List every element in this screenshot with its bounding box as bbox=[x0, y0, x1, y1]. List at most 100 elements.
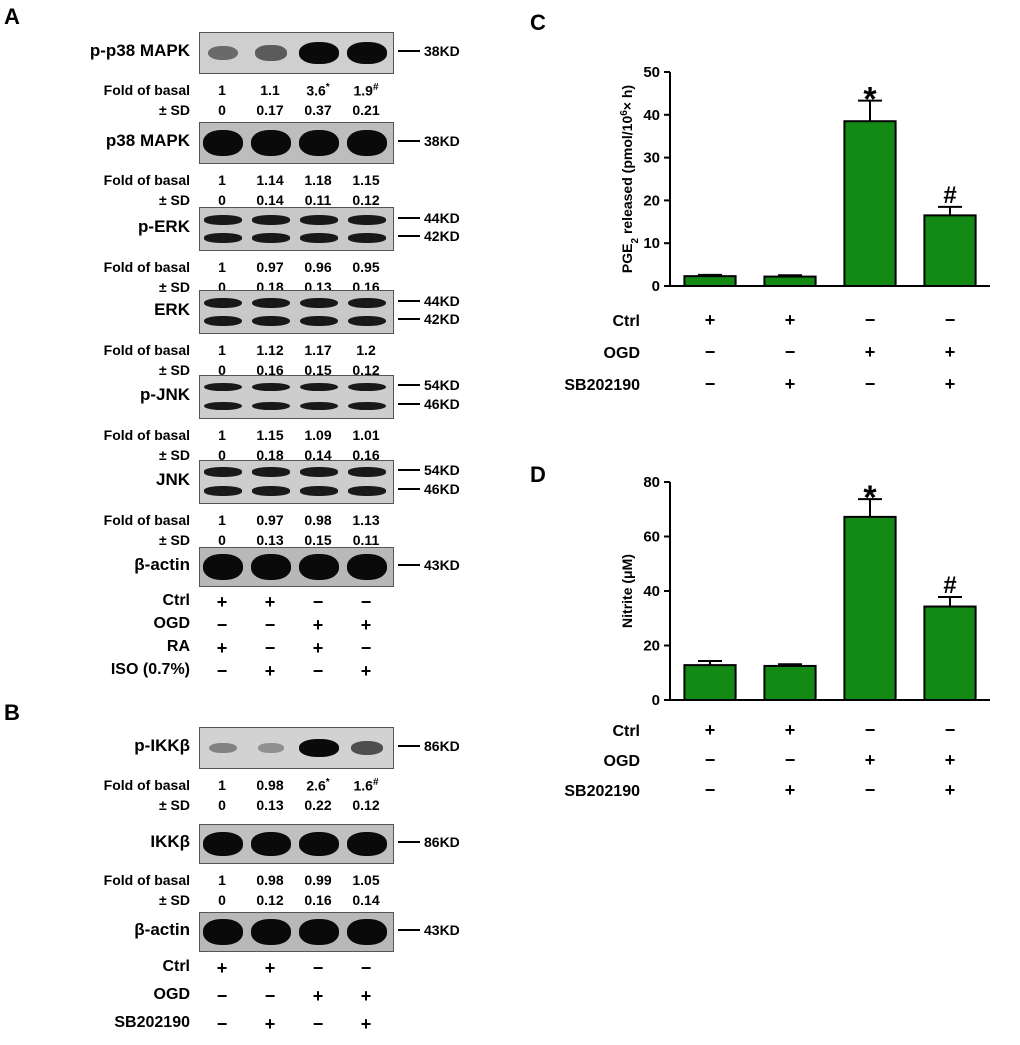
significance-annotation: * bbox=[863, 479, 877, 517]
sd-value: 0.22 bbox=[304, 797, 332, 813]
sd-row: ± SD 0 0.17 0.37 0.21 bbox=[0, 102, 420, 122]
condition-symbol: + bbox=[785, 720, 796, 740]
condition-symbol: + bbox=[945, 374, 956, 394]
condition-symbol: + bbox=[945, 780, 956, 800]
condition-symbol: − bbox=[312, 1014, 324, 1034]
molecular-weight-marker: 54KD bbox=[398, 462, 460, 478]
condition-symbol: + bbox=[360, 661, 372, 681]
significance-annotation: # bbox=[943, 572, 956, 599]
condition-label: SB202190 bbox=[564, 377, 640, 394]
fold-of-basal-row: Fold of basal 1 1.1 3.6* 1.9# bbox=[0, 82, 420, 102]
y-tick-label: 10 bbox=[643, 235, 660, 252]
protein-band bbox=[251, 919, 291, 945]
condition-symbol: + bbox=[216, 638, 228, 658]
protein-band bbox=[203, 233, 243, 243]
sd-value: 0.12 bbox=[352, 797, 380, 813]
condition-symbol: + bbox=[705, 720, 716, 740]
molecular-weight-marker: 44KD bbox=[398, 210, 460, 226]
fold-of-basal-row: Fold of basal 1 0.97 0.98 1.13 bbox=[0, 512, 420, 532]
fold-of-basal-row: Fold of basal 1 1.12 1.17 1.2 bbox=[0, 342, 420, 362]
protein-band bbox=[299, 739, 339, 757]
bar bbox=[843, 120, 897, 287]
condition-symbol: − bbox=[865, 374, 876, 394]
fold-label: Fold of basal bbox=[103, 512, 190, 528]
marker-line bbox=[398, 403, 420, 405]
protein-band bbox=[347, 130, 387, 156]
blot-image bbox=[199, 32, 394, 74]
fold-value: 0.98 bbox=[256, 872, 284, 888]
condition-symbol: + bbox=[264, 958, 276, 978]
fold-value: 1 bbox=[218, 777, 226, 793]
condition-label: OGD bbox=[153, 615, 190, 632]
molecular-weight-marker: 54KD bbox=[398, 377, 460, 393]
condition-symbol: + bbox=[785, 310, 796, 330]
fold-value: 1 bbox=[218, 342, 226, 358]
protein-band bbox=[251, 315, 291, 327]
condition-symbol: − bbox=[865, 310, 876, 330]
marker-line bbox=[398, 50, 420, 52]
condition-label: OGD bbox=[153, 986, 190, 1003]
condition-symbol: + bbox=[264, 661, 276, 681]
fold-value: 0.99 bbox=[304, 872, 332, 888]
protein-band bbox=[203, 919, 243, 945]
condition-symbol: + bbox=[216, 592, 228, 612]
condition-symbol: + bbox=[216, 958, 228, 978]
marker-text: 54KD bbox=[424, 462, 460, 478]
condition-symbol: − bbox=[865, 780, 876, 800]
condition-label: OGD bbox=[604, 753, 640, 770]
marker-text: 44KD bbox=[424, 210, 460, 226]
condition-symbol: − bbox=[360, 958, 372, 978]
sd-value: 0.16 bbox=[304, 892, 332, 908]
molecular-weight-marker: 38KD bbox=[398, 133, 460, 149]
sd-value: 0.11 bbox=[304, 192, 332, 208]
protein-band bbox=[299, 401, 339, 411]
y-tick-label: 0 bbox=[652, 278, 660, 295]
protein-band bbox=[203, 554, 243, 580]
sd-label: ± SD bbox=[158, 447, 190, 463]
y-tick-label: 80 bbox=[643, 474, 660, 491]
marker-text: 54KD bbox=[424, 377, 460, 393]
significance-annotation: # bbox=[943, 182, 956, 209]
fold-value: 1.05 bbox=[352, 872, 380, 888]
condition-symbol: − bbox=[360, 592, 372, 612]
condition-symbol: − bbox=[945, 720, 956, 740]
condition-symbol: − bbox=[865, 720, 876, 740]
condition-label: SB202190 bbox=[114, 1014, 190, 1031]
panel-label-a: A bbox=[4, 4, 20, 29]
sd-label: ± SD bbox=[158, 797, 190, 813]
fold-value: 1.13 bbox=[352, 512, 380, 528]
fold-value: 0.96 bbox=[304, 259, 332, 275]
fold-of-basal-row: Fold of basal 1 0.98 0.99 1.05 bbox=[0, 872, 420, 892]
molecular-weight-marker: 86KD bbox=[398, 834, 460, 850]
fold-label: Fold of basal bbox=[103, 427, 190, 443]
condition-label: Ctrl bbox=[162, 958, 190, 975]
condition-symbol: + bbox=[865, 750, 876, 770]
condition-symbol: + bbox=[312, 986, 324, 1006]
fold-value: 1.18 bbox=[304, 172, 332, 188]
blot-image bbox=[199, 207, 394, 251]
fold-value: 2.6* bbox=[306, 777, 330, 794]
condition-symbol: − bbox=[705, 342, 716, 362]
fold-label: Fold of basal bbox=[103, 777, 190, 793]
condition-symbol: − bbox=[264, 615, 276, 635]
sd-value: 0.13 bbox=[256, 797, 284, 813]
condition-symbol: − bbox=[264, 638, 276, 658]
protein-band bbox=[347, 233, 387, 243]
protein-band bbox=[299, 130, 339, 156]
fold-value: 1.9# bbox=[353, 82, 379, 99]
sd-value: 0.11 bbox=[352, 532, 380, 548]
protein-band bbox=[299, 919, 339, 945]
marker-line bbox=[398, 929, 420, 931]
molecular-weight-marker: 42KD bbox=[398, 228, 460, 244]
fold-label: Fold of basal bbox=[103, 172, 190, 188]
blot-label: β-actin bbox=[134, 555, 190, 574]
marker-line bbox=[398, 318, 420, 320]
molecular-weight-marker: 46KD bbox=[398, 481, 460, 497]
blot-image bbox=[199, 547, 394, 587]
molecular-weight-marker: 44KD bbox=[398, 293, 460, 309]
molecular-weight-marker: 43KD bbox=[398, 557, 460, 573]
blot-label: p-ERK bbox=[138, 217, 190, 236]
condition-label: Ctrl bbox=[612, 723, 640, 740]
marker-text: 44KD bbox=[424, 293, 460, 309]
